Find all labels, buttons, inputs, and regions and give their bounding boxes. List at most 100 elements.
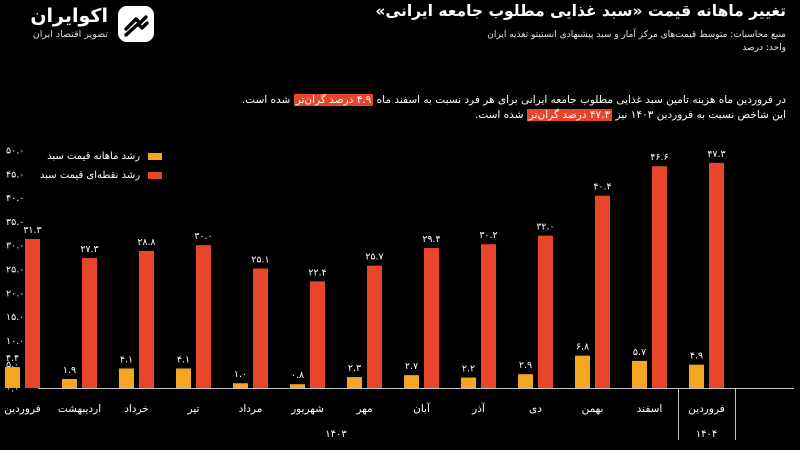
data-label-yearly: ۲۹.۴: [422, 234, 440, 245]
data-label-monthly: ۲.۷: [405, 361, 418, 372]
y-tick-label: ۵۰.۰: [6, 146, 24, 157]
x-category-label: دی: [529, 403, 542, 415]
x-category-label: بهمن: [582, 403, 604, 415]
bar-monthly: [119, 368, 134, 388]
data-label-yearly: ۳۰.۰: [194, 231, 212, 242]
bar-monthly: [689, 364, 704, 388]
bar-monthly: [233, 383, 248, 388]
data-label-yearly: ۳۰.۲: [479, 230, 497, 241]
bar-yearly: [25, 239, 40, 388]
data-label-yearly: ۳۲.۰: [536, 222, 554, 233]
bar-yearly: [196, 245, 211, 388]
legend-item-yearly: رشد نقطه‌ای قیمت سبد: [40, 166, 163, 185]
bar-yearly: [652, 166, 667, 388]
x-category-label: خرداد: [124, 403, 149, 415]
y-tick-label: ۲۰.۰: [6, 288, 24, 299]
bar-yearly: [310, 281, 325, 388]
desc-1-text-b: شده است.: [241, 94, 291, 106]
bar-monthly: [575, 355, 590, 388]
x-category-label: آذر: [471, 402, 486, 415]
source-note: منبع محاسبات: متوسط قیمت‌های مرکز آمار و…: [487, 30, 786, 40]
chart-title: تغییر ماهانه قیمت «سبد غذایی مطلوب جامعه…: [375, 2, 786, 20]
y-tick-label: ۳۰.۰: [6, 241, 24, 252]
bar-monthly: [347, 377, 362, 388]
data-label-monthly: ۱.۹: [63, 365, 76, 376]
bar-monthly: [62, 378, 77, 388]
bar-yearly: [709, 162, 724, 388]
bar-monthly: [518, 374, 533, 388]
bar-yearly: [481, 244, 496, 388]
desc-2-text-b: شده است.: [474, 109, 524, 121]
x-category-label: شهریور: [290, 403, 324, 415]
data-label-monthly: ۵.۷: [633, 347, 646, 358]
data-label-yearly: ۲۷.۳: [80, 244, 98, 255]
chart-description: در فروردین ماه هزینه تامین سبد غذایی مطل…: [242, 93, 786, 123]
x-category-label: مهر: [355, 403, 372, 415]
data-label-yearly: ۲۵.۱: [251, 255, 269, 266]
x-category-label: فروردین: [4, 403, 41, 415]
chart-legend: رشد ماهانه قیمت سبد رشد نقطه‌ای قیمت سبد: [40, 147, 163, 185]
desc-2-highlight: ۴۷.۳ درصد گران‌تر: [526, 109, 613, 121]
x-category-label: فروردین: [688, 403, 725, 415]
year-group-label: ۱۴۰۴: [696, 429, 717, 440]
desc-1-text-a: در فروردین ماه هزینه تامین سبد غذایی مطل…: [376, 94, 786, 106]
legend-label-yearly: رشد نقطه‌ای قیمت سبد: [40, 170, 141, 181]
x-category-label: اردیبهشت: [58, 403, 101, 415]
data-label-monthly: ۴.۱: [177, 354, 190, 365]
bar-yearly: [424, 248, 439, 388]
data-label-monthly: ۱.۰: [234, 369, 247, 380]
data-label-monthly: ۲.۲: [462, 364, 475, 375]
data-label-yearly: ۲۵.۷: [365, 252, 383, 263]
brand-tagline: تصویر اقتصاد ایران: [32, 29, 108, 40]
y-tick-label: ۲۵.۰: [6, 265, 24, 276]
data-label-yearly: ۳۱.۳: [23, 225, 41, 236]
data-label-monthly: ۴.۹: [690, 351, 703, 362]
x-category-label: اسفند: [637, 403, 663, 415]
data-label-monthly: ۶.۸: [576, 342, 589, 353]
data-label-monthly: ۰.۸: [291, 370, 304, 381]
data-label-yearly: ۲۸.۸: [137, 237, 155, 248]
data-label-yearly: ۲۲.۴: [308, 267, 326, 278]
brand-name: اکوایران: [30, 5, 108, 27]
bar-monthly: [290, 384, 305, 388]
x-category-label: مرداد: [239, 403, 263, 415]
bar-monthly: [5, 367, 20, 388]
description-line-2: این شاخص نسبت به فروردین ۱۴۰۳ نیز ۴۷.۳ د…: [242, 108, 786, 123]
y-tick-label: ۱۰.۰: [6, 336, 24, 347]
bar-yearly: [367, 265, 382, 388]
brand-mark-icon: [118, 6, 154, 42]
bar-yearly: [139, 250, 154, 388]
desc-2-text-a: این شاخص نسبت به فروردین ۱۴۰۳ نیز: [615, 109, 786, 121]
bar-monthly: [632, 360, 647, 388]
y-tick-label: ۵.۰: [6, 360, 19, 371]
brand-logo: اکوایران تصویر اقتصاد ایران: [8, 4, 156, 48]
data-label-monthly: ۲.۹: [519, 360, 532, 371]
y-tick-label: ۴۵.۰: [6, 169, 24, 180]
x-category-label: تیر: [187, 403, 200, 415]
desc-1-highlight: ۴.۹ درصد گران‌تر: [293, 94, 374, 106]
y-tick-label: ۳۵.۰: [6, 217, 24, 228]
bar-monthly: [404, 375, 419, 388]
y-tick-label: ۰.۰: [6, 384, 19, 395]
legend-swatch-yearly: [148, 172, 163, 179]
y-tick-label: ۴۰.۰: [6, 193, 24, 204]
bar-yearly: [538, 235, 553, 388]
chart-meta: منبع محاسبات: متوسط قیمت‌های مرکز آمار و…: [487, 29, 786, 54]
bar-yearly: [595, 195, 610, 388]
data-label-monthly: ۲.۳: [348, 363, 361, 374]
legend-item-monthly: رشد ماهانه قیمت سبد: [40, 147, 163, 166]
description-line-1: در فروردین ماه هزینه تامین سبد غذایی مطل…: [242, 93, 786, 108]
brand-text: اکوایران تصویر اقتصاد ایران: [30, 4, 108, 42]
data-label-monthly: ۴.۱: [120, 354, 133, 365]
data-label-monthly: ۴.۴: [6, 353, 19, 364]
bar-yearly: [82, 258, 97, 388]
year-group-label: ۱۴۰۳: [325, 429, 347, 440]
legend-label-monthly: رشد ماهانه قیمت سبد: [47, 151, 141, 162]
bar-yearly: [253, 268, 268, 388]
legend-swatch-monthly: [148, 153, 163, 160]
y-tick-label: ۱۵.۰: [6, 312, 24, 323]
data-label-yearly: ۴۷.۳: [707, 149, 725, 160]
data-label-yearly: ۴۶.۶: [650, 152, 668, 163]
bar-monthly: [461, 377, 476, 388]
